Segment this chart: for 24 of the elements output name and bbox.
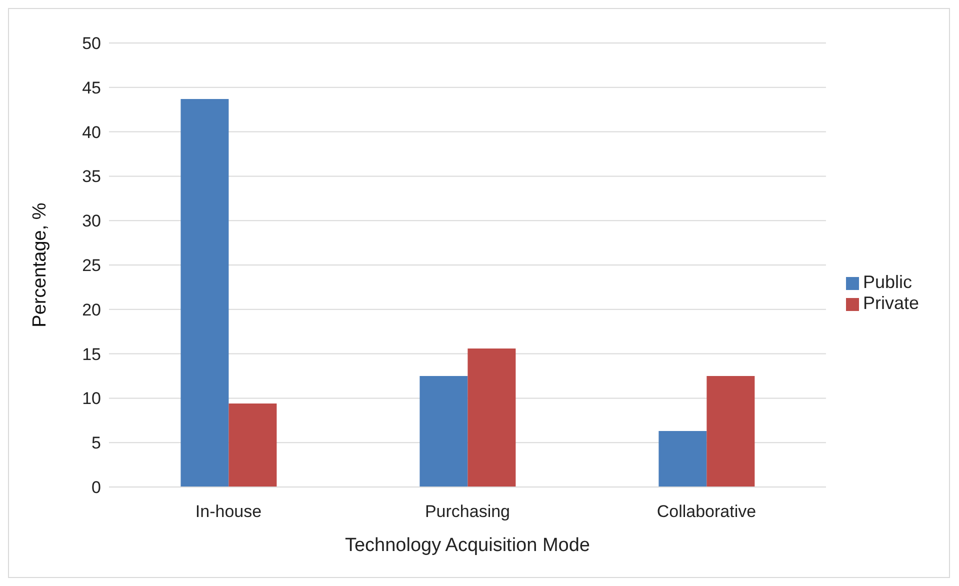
y-tick-label: 15 <box>82 344 101 364</box>
y-tick-label: 50 <box>82 34 101 54</box>
legend-label: Public <box>862 272 912 292</box>
y-axis-title: Percentage, % <box>30 202 51 328</box>
y-tick-label: 10 <box>82 389 101 408</box>
bar <box>228 404 277 487</box>
x-tick-label: Purchasing <box>424 502 510 522</box>
y-tick-label: 45 <box>82 78 101 98</box>
bar <box>180 98 229 487</box>
bar <box>420 376 468 487</box>
legend-label: Private <box>862 293 919 313</box>
y-tick-label: 25 <box>82 256 101 276</box>
y-tick-label: 0 <box>92 478 101 498</box>
x-tick-label: Collaborative <box>656 502 756 522</box>
x-tick-label: In-house <box>195 502 262 522</box>
bar <box>658 431 707 487</box>
y-tick-label: 20 <box>82 300 101 320</box>
y-tick-label: 30 <box>82 212 101 231</box>
bar <box>706 376 755 487</box>
y-tick-label: 40 <box>82 122 101 142</box>
y-tick-label: 5 <box>92 434 101 453</box>
bar <box>468 348 516 487</box>
x-axis-title: Technology Acquisition Mode <box>344 535 590 556</box>
y-tick-label: 35 <box>82 167 101 186</box>
